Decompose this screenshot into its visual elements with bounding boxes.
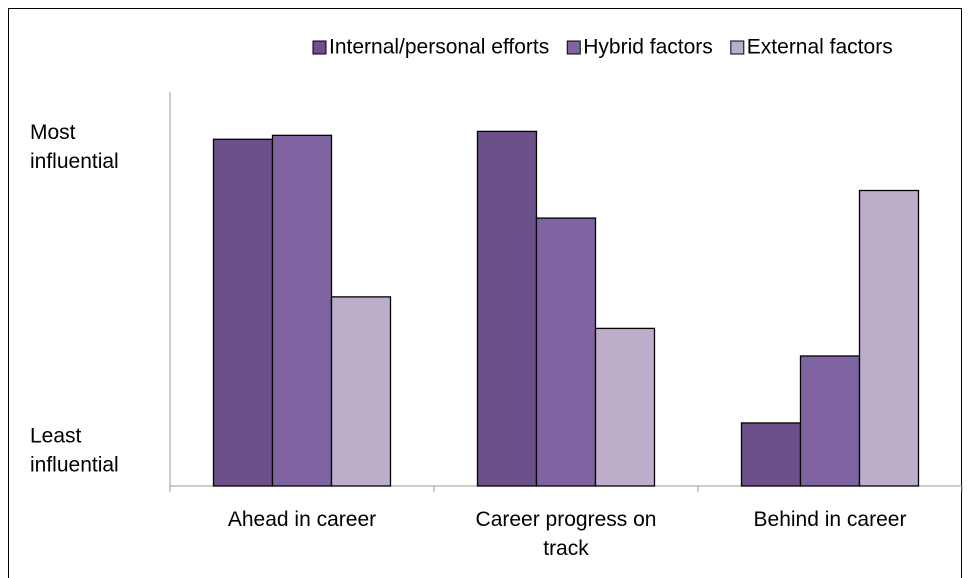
bar <box>799 355 861 487</box>
legend-label: Internal/personal efforts <box>329 36 549 59</box>
bar <box>476 130 538 487</box>
legend-swatch <box>312 40 327 55</box>
y-tick-label: Most influential <box>30 121 119 173</box>
bar <box>535 217 597 487</box>
bar <box>271 134 333 487</box>
x-tick-label: Behind in career <box>754 508 907 531</box>
legend-label: External factors <box>747 36 893 59</box>
bar <box>212 138 274 487</box>
bar <box>330 296 392 487</box>
x-tick-label: Ahead in career <box>228 508 376 531</box>
legend-swatch <box>730 40 745 55</box>
bar <box>858 189 920 487</box>
y-tick-label: Least influential <box>30 424 119 476</box>
legend-label: Hybrid factors <box>583 36 713 59</box>
x-tick-label: Career progress on track <box>476 508 657 560</box>
legend-swatch <box>566 40 581 55</box>
bar <box>740 422 802 487</box>
bar <box>594 327 656 487</box>
